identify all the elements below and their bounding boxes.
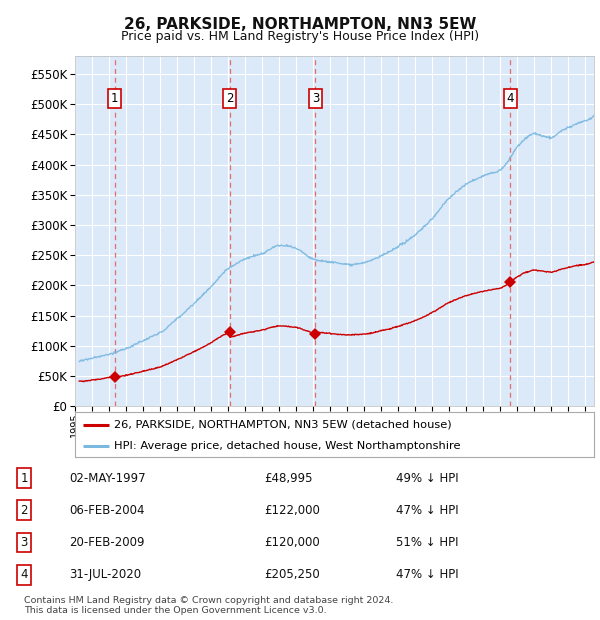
Text: £120,000: £120,000: [264, 536, 320, 549]
Text: 26, PARKSIDE, NORTHAMPTON, NN3 5EW (detached house): 26, PARKSIDE, NORTHAMPTON, NN3 5EW (deta…: [114, 420, 452, 430]
Text: HPI: Average price, detached house, West Northamptonshire: HPI: Average price, detached house, West…: [114, 441, 460, 451]
Text: £48,995: £48,995: [264, 472, 313, 484]
Text: 47% ↓ HPI: 47% ↓ HPI: [396, 504, 458, 516]
Text: 4: 4: [506, 92, 514, 105]
Text: 47% ↓ HPI: 47% ↓ HPI: [396, 569, 458, 581]
Text: 51% ↓ HPI: 51% ↓ HPI: [396, 536, 458, 549]
Text: 06-FEB-2004: 06-FEB-2004: [69, 504, 145, 516]
Text: 3: 3: [312, 92, 319, 105]
Text: Contains HM Land Registry data © Crown copyright and database right 2024.
This d: Contains HM Land Registry data © Crown c…: [24, 596, 394, 615]
Text: 02-MAY-1997: 02-MAY-1997: [69, 472, 146, 484]
Text: 2: 2: [226, 92, 233, 105]
Text: 20-FEB-2009: 20-FEB-2009: [69, 536, 145, 549]
Text: 3: 3: [20, 536, 28, 549]
Text: £122,000: £122,000: [264, 504, 320, 516]
Text: 2: 2: [20, 504, 28, 516]
Text: £205,250: £205,250: [264, 569, 320, 581]
Text: 26, PARKSIDE, NORTHAMPTON, NN3 5EW: 26, PARKSIDE, NORTHAMPTON, NN3 5EW: [124, 17, 476, 32]
Text: Price paid vs. HM Land Registry's House Price Index (HPI): Price paid vs. HM Land Registry's House …: [121, 30, 479, 43]
Text: 31-JUL-2020: 31-JUL-2020: [69, 569, 141, 581]
Text: 4: 4: [20, 569, 28, 581]
Text: 49% ↓ HPI: 49% ↓ HPI: [396, 472, 458, 484]
Text: 1: 1: [20, 472, 28, 484]
Text: 1: 1: [111, 92, 118, 105]
